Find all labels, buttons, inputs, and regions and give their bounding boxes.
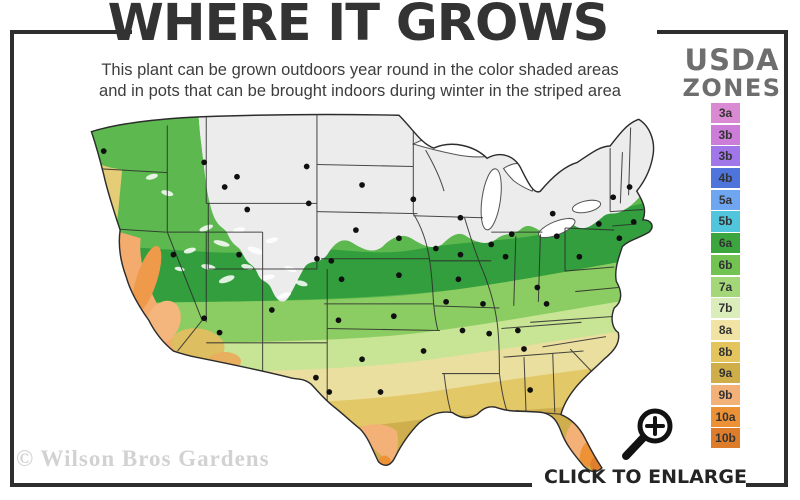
zone-swatch-9a: 9a bbox=[711, 363, 740, 384]
frame-top-left bbox=[10, 30, 132, 34]
enlarge-button[interactable] bbox=[538, 404, 753, 471]
zone-swatch-10b: 10b bbox=[711, 428, 740, 449]
frame-bottom-right bbox=[746, 483, 788, 487]
subtitle: This plant can be grown outdoors year ro… bbox=[50, 60, 670, 102]
mountain-speckles bbox=[145, 173, 308, 300]
watermark: © Wilson Bros Gardens bbox=[16, 446, 270, 471]
legend-title-usda: USDA bbox=[684, 43, 780, 77]
zone-swatch-10a: 10a bbox=[711, 406, 740, 427]
state-borders bbox=[95, 115, 643, 417]
zone-swatch-6b: 6b bbox=[711, 254, 740, 275]
zone-swatch-4b: 4b bbox=[711, 168, 740, 189]
subtitle-line-2: and in pots that can be brought indoors … bbox=[99, 82, 621, 101]
zone-swatch-8a: 8a bbox=[711, 319, 740, 340]
frame-right bbox=[784, 30, 788, 487]
subtitle-line-1: This plant can be grown outdoors year ro… bbox=[101, 61, 619, 79]
frame-bottom-left bbox=[10, 483, 532, 487]
zone-swatch-5a: 5a bbox=[711, 189, 740, 210]
legend-header: USDA ZONES bbox=[678, 43, 786, 102]
zone-swatch-8b: 8b bbox=[711, 341, 740, 362]
page-title: WHERE IT GROWS bbox=[107, 0, 610, 53]
zone-swatch-7b: 7b bbox=[711, 298, 740, 319]
legend-title-zones: ZONES bbox=[682, 74, 782, 102]
zone-swatch-5b: 5b bbox=[711, 211, 740, 232]
zone-swatch-3b: 3b bbox=[711, 146, 740, 167]
enlarge-label[interactable]: CLICK TO ENLARGE bbox=[543, 466, 748, 488]
zone-swatch-7a: 7a bbox=[711, 276, 740, 297]
zone-list: 3a 3b 3b 4b 5a 5b 6a 6b 7a 7b 8a 8b 9a 9b 10a 10b bbox=[711, 103, 740, 450]
zone-swatch-6a: 6a bbox=[711, 233, 740, 254]
zone-swatch-3b: 3b bbox=[711, 124, 740, 145]
frame-left bbox=[10, 30, 14, 487]
zone-swatch-3a: 3a bbox=[711, 103, 740, 124]
usda-zone-map[interactable] bbox=[52, 105, 668, 473]
magnifier-zoom-icon[interactable] bbox=[611, 404, 681, 466]
frame-top-right bbox=[657, 30, 788, 34]
zone-swatch-9b: 9b bbox=[711, 384, 740, 406]
us-map-svg bbox=[90, 113, 655, 473]
us-outline bbox=[90, 113, 655, 473]
